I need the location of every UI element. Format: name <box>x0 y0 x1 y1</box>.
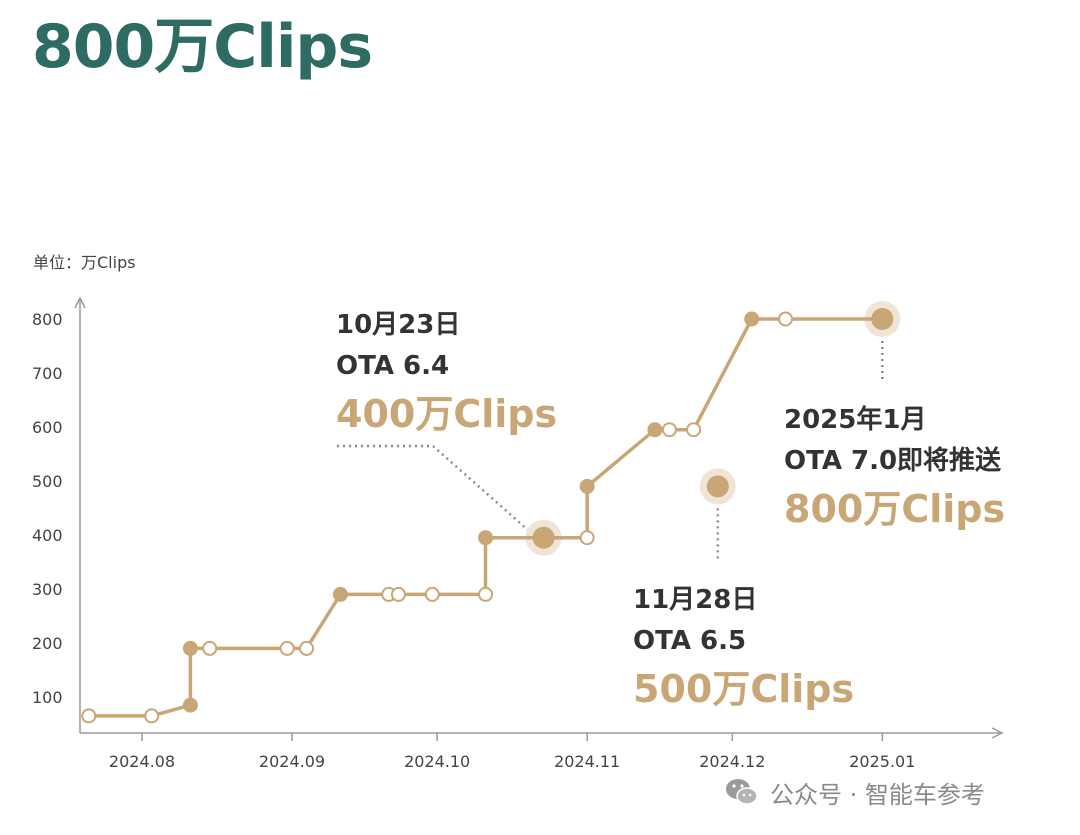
milestone-point <box>871 308 894 330</box>
annotation-count: 800万Clips <box>784 487 1005 531</box>
data-point <box>81 708 97 724</box>
y-tick-labels: 100 200 300 400 500 600 700 800 <box>32 310 63 707</box>
x-tick-label: 2024.08 <box>109 752 175 771</box>
data-point <box>182 697 198 713</box>
annotation-date: 2025年1月 <box>784 404 926 435</box>
annotation-leaders <box>337 341 884 560</box>
data-point <box>424 586 440 602</box>
leader-ota64 <box>337 444 529 531</box>
annotations: 10月23日 OTA 6.4 400万Clips 11月28日 OTA 6.5 500万C… <box>336 310 1005 711</box>
watermark: 公众号 · 智能车参考 <box>722 770 985 814</box>
series-line <box>88 317 883 718</box>
data-point <box>661 422 677 438</box>
data-point <box>579 478 595 494</box>
data-point <box>478 530 494 546</box>
data-point <box>579 530 595 546</box>
data-point <box>647 422 663 438</box>
data-point <box>202 640 218 656</box>
annotation-count: 400万Clips <box>336 392 557 436</box>
data-point <box>390 586 406 602</box>
annotation-version: OTA 6.4 <box>336 351 449 381</box>
x-tick-label: 2024.12 <box>699 752 765 771</box>
x-tick-labels: 2024.08 2024.09 2024.10 2024.11 2024.12 2025.… <box>109 733 915 771</box>
data-point <box>144 708 160 724</box>
annotation-ota70: 2025年1月 OTA 7.0即将推送 800万Clips <box>784 404 1005 531</box>
x-tick-label: 2024.10 <box>404 752 470 771</box>
axes <box>74 296 1004 739</box>
y-tick-label: 500 <box>32 472 63 491</box>
data-point <box>182 640 198 656</box>
y-tick-label: 400 <box>32 526 63 545</box>
unit-label: 单位：万Clips <box>33 253 136 272</box>
data-point <box>744 311 760 327</box>
data-point <box>686 422 702 438</box>
y-tick-label: 600 <box>32 418 63 437</box>
annotation-version: OTA 7.0即将推送 <box>784 446 1001 476</box>
watermark-text: 公众号 · 智能车参考 <box>770 780 985 809</box>
annotation-date: 11月28日 <box>633 585 757 615</box>
annotation-ota65: 11月28日 OTA 6.5 500万Clips <box>633 585 854 711</box>
data-point <box>299 640 315 656</box>
y-tick-label: 200 <box>32 634 63 653</box>
annotation-count: 500万Clips <box>633 667 854 711</box>
x-tick-label: 2024.11 <box>554 752 620 771</box>
x-tick-label: 2024.09 <box>259 752 325 771</box>
wechat-icon <box>726 779 758 805</box>
y-tick-label: 800 <box>32 310 63 329</box>
milestone-point <box>706 475 729 498</box>
data-points <box>81 301 901 724</box>
annotation-version: OTA 6.5 <box>633 626 746 656</box>
x-axis-arrow <box>991 727 1004 739</box>
y-tick-label: 100 <box>32 688 63 707</box>
annotation-ota64: 10月23日 OTA 6.4 400万Clips <box>336 310 557 436</box>
milestone-point <box>532 526 555 549</box>
x-tick-label: 2025.01 <box>849 752 915 771</box>
data-point <box>778 311 794 327</box>
data-point <box>279 640 295 656</box>
y-axis-arrow <box>74 296 86 309</box>
page-title: 800万Clips <box>32 12 373 82</box>
data-point <box>478 586 494 602</box>
y-tick-label: 700 <box>32 364 63 383</box>
annotation-date: 10月23日 <box>336 310 460 340</box>
y-tick-label: 300 <box>32 580 63 599</box>
data-point <box>332 586 348 602</box>
